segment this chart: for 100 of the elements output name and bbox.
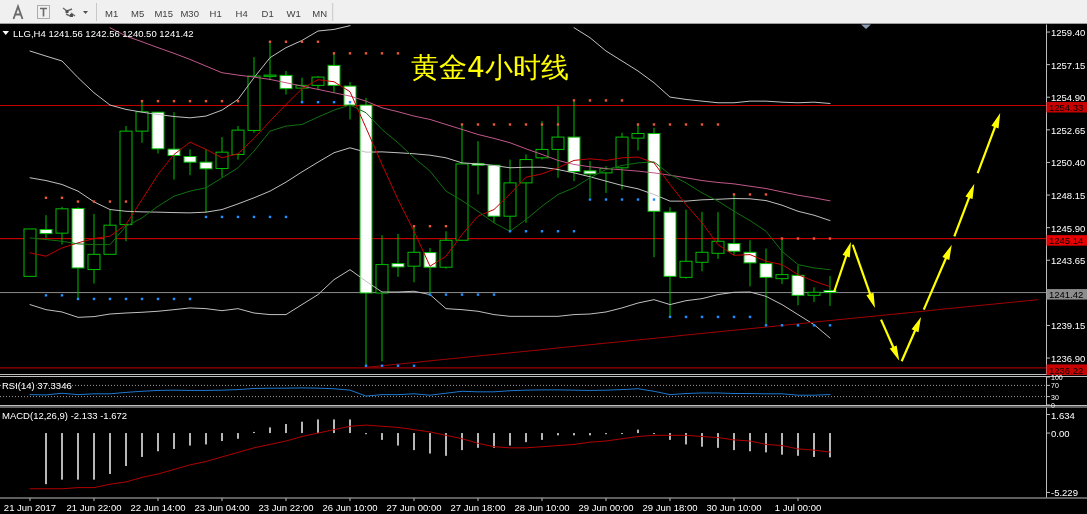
point — [60, 294, 64, 297]
candlestick — [583, 160, 597, 199]
y-tick-label: 1243.65 — [1051, 254, 1086, 266]
y-tick-label: 1.634 — [1051, 409, 1075, 420]
text: W1 — [286, 7, 301, 18]
point — [668, 123, 672, 126]
point — [444, 293, 448, 296]
text: M5 — [131, 7, 145, 18]
point — [588, 99, 592, 102]
candlestick — [791, 264, 805, 306]
line-series — [365, 299, 1039, 368]
candlestick — [775, 238, 789, 285]
point — [780, 324, 784, 327]
line-series — [29, 424, 831, 490]
point — [540, 123, 544, 126]
point — [796, 324, 800, 327]
y-tick-label: 1259.40 — [1051, 26, 1086, 38]
point — [764, 193, 768, 196]
point — [828, 237, 832, 240]
candlestick — [823, 275, 837, 307]
point — [652, 123, 656, 126]
x-tick-label: 28 Jun 10:00 — [514, 501, 570, 513]
point — [588, 198, 592, 201]
point — [620, 99, 624, 102]
point — [796, 237, 800, 240]
text: D1 — [261, 7, 274, 18]
point — [556, 123, 560, 126]
candlestick — [695, 211, 709, 272]
point — [684, 123, 688, 126]
candlestick — [391, 233, 405, 278]
point — [572, 99, 576, 102]
point — [700, 123, 704, 126]
x-tick-label: 21 Jun 22:00 — [66, 501, 122, 513]
point — [732, 193, 736, 196]
x-tick-label: 27 Jun 00:00 — [386, 501, 442, 513]
point — [604, 198, 608, 201]
candlestick — [727, 193, 741, 256]
ref-line-label: 1254.33 — [1049, 101, 1084, 113]
y-tick-label: -5.229 — [1051, 486, 1078, 498]
point — [92, 200, 96, 203]
point — [716, 123, 720, 126]
y-tick-label: 1252.65 — [1051, 124, 1086, 136]
y-tick-label: 1257.15 — [1051, 59, 1086, 71]
candlestick — [39, 214, 53, 239]
chart-title: RSI(14) 37.3346 — [2, 379, 72, 390]
line-series — [29, 269, 831, 339]
candlestick — [759, 248, 773, 326]
x-tick-label: 21 Jun 2017 — [3, 501, 57, 513]
candlestick — [199, 148, 213, 214]
x-tick-label: 29 Jun 00:00 — [578, 501, 634, 513]
x-tick-label: 26 Jun 10:00 — [322, 501, 378, 513]
y-tick-label: 1239.15 — [1051, 319, 1086, 331]
point — [636, 123, 640, 126]
point — [364, 52, 368, 55]
point — [492, 293, 496, 296]
candlestick — [183, 148, 197, 176]
point — [764, 324, 768, 327]
candlestick — [631, 123, 645, 151]
y-tick-label: 0.00 — [1051, 427, 1070, 439]
point — [348, 52, 352, 55]
text: H4 — [235, 7, 248, 18]
y-tick-label: 1250.40 — [1051, 156, 1086, 168]
point — [476, 123, 480, 126]
text: H1 — [209, 7, 222, 18]
y-tick-label: 1236.90 — [1051, 352, 1086, 364]
text: M15 — [154, 7, 173, 18]
candlestick — [679, 209, 693, 280]
y-tick-label: 1254.90 — [1051, 91, 1086, 103]
point — [380, 52, 384, 55]
ref-line-label: 1236.22 — [1049, 364, 1084, 376]
candlestick — [87, 213, 101, 285]
candlestick — [519, 153, 533, 224]
chart-subtitle: LLG,H4 1241.56 1242.56 1240.50 1241.42 — [13, 27, 194, 39]
point — [492, 123, 496, 126]
point — [476, 293, 480, 296]
ref-line-label: 1241.42 — [1049, 288, 1084, 300]
point — [108, 200, 112, 203]
y-tick-label: 1245.90 — [1051, 222, 1086, 234]
line-series — [29, 147, 831, 222]
point — [332, 52, 336, 55]
point — [428, 293, 432, 296]
point — [460, 293, 464, 296]
point — [636, 198, 640, 201]
x-tick-label: 27 Jun 18:00 — [450, 501, 506, 513]
x-tick-label: 29 Jun 18:00 — [642, 501, 698, 513]
text: M30 — [180, 7, 199, 18]
x-tick-label: 22 Jun 14:00 — [130, 501, 186, 513]
point — [604, 99, 608, 102]
x-tick-label: 1 Jul 00:00 — [774, 501, 822, 513]
candlestick — [167, 111, 181, 181]
ref-line-label: 1245.14 — [1049, 234, 1084, 246]
x-tick-label: 30 Jun 10:00 — [706, 501, 762, 513]
point — [460, 123, 464, 126]
point — [396, 52, 400, 55]
candlestick — [807, 286, 821, 303]
candlestick — [743, 239, 757, 287]
point — [620, 198, 624, 201]
x-tick-label: 23 Jun 04:00 — [194, 501, 250, 513]
point — [76, 200, 80, 203]
point — [44, 294, 48, 297]
